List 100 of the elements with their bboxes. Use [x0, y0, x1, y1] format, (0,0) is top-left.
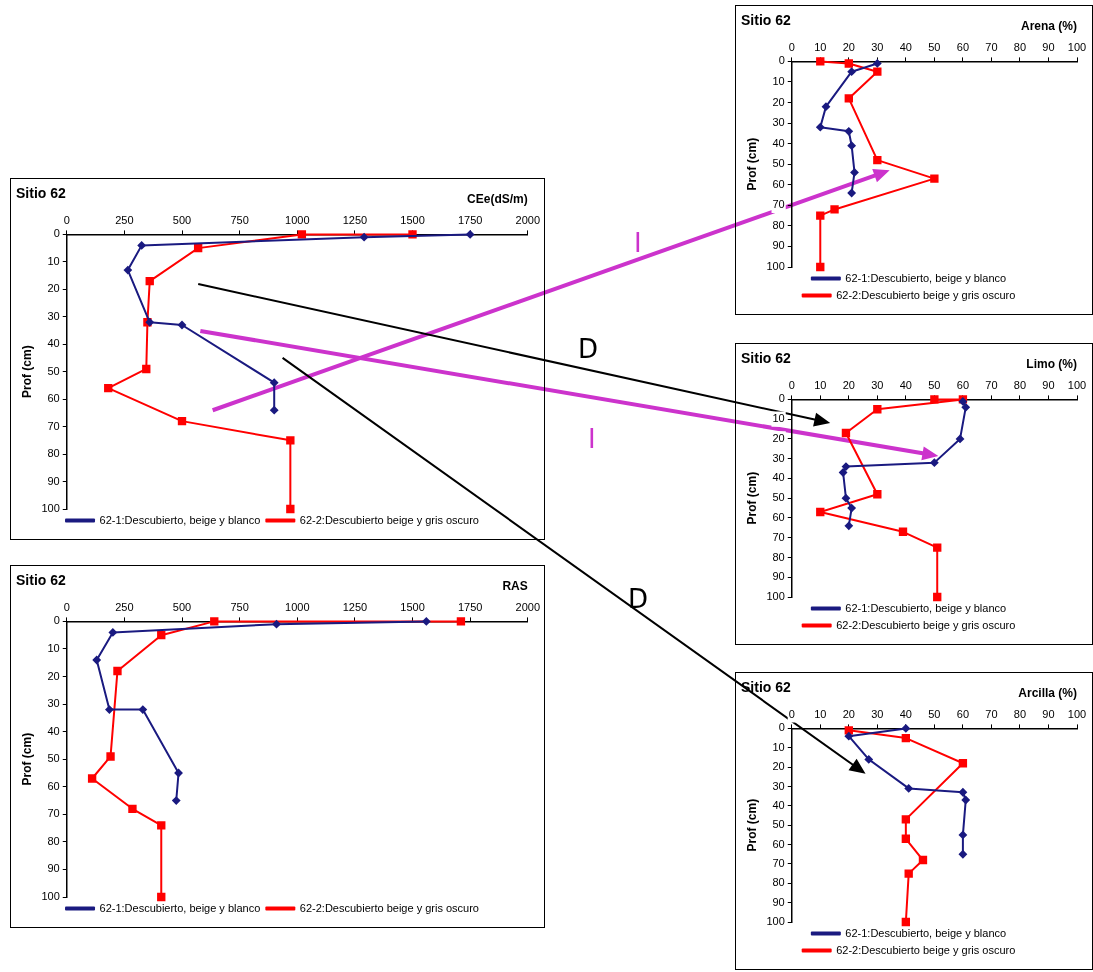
point — [104, 705, 113, 714]
y-tick-label: 50 — [47, 364, 60, 377]
y-tick-label: 0 — [778, 391, 785, 404]
point — [465, 229, 474, 238]
x-tick-label: 50 — [927, 40, 940, 53]
point — [847, 67, 856, 76]
point — [123, 265, 132, 274]
x-tick-label: 0 — [788, 707, 795, 720]
point — [138, 705, 147, 714]
chart-title: Sitio 62 — [740, 678, 791, 695]
point — [901, 834, 910, 843]
point — [285, 504, 295, 513]
point — [112, 666, 122, 675]
y-tick-label: 50 — [772, 156, 785, 169]
x-tick-label: 0 — [788, 40, 795, 53]
point — [847, 503, 856, 512]
point — [141, 364, 150, 373]
x-tick-label: 80 — [1013, 40, 1026, 53]
y-tick-label: 60 — [772, 510, 785, 523]
point — [838, 468, 847, 477]
point — [456, 616, 465, 626]
y-tick-label: 90 — [772, 238, 785, 251]
point — [872, 67, 882, 76]
y-tick-label: 20 — [47, 281, 60, 294]
y-tick-label: 60 — [772, 177, 785, 190]
point — [844, 126, 853, 135]
y-tick-label: 0 — [53, 613, 60, 626]
x-tick-label: 70 — [984, 40, 998, 53]
text: D — [578, 334, 599, 364]
y-tick-label: 10 — [47, 254, 60, 267]
point — [841, 428, 850, 437]
point — [929, 394, 939, 404]
y-tick-label: 30 — [772, 779, 785, 792]
legend-label: 62-1:Descubierto, beige y blanco — [99, 901, 260, 914]
legend-label: 62-1:Descubierto, beige y blanco — [844, 601, 1006, 614]
chart-title: Sitio 62 — [15, 184, 66, 201]
y-tick-label: 100 — [40, 889, 60, 902]
point — [901, 733, 910, 742]
x-tick-label: 10 — [813, 378, 826, 391]
x-tick-label: 500 — [172, 600, 191, 613]
y-tick-label: 100 — [765, 914, 785, 927]
y-tick-label: 80 — [47, 446, 60, 459]
x-tick-label: 1750 — [457, 213, 482, 226]
y-tick-label: 30 — [47, 696, 60, 709]
y-tick-label: 40 — [772, 470, 785, 483]
point — [145, 276, 154, 285]
x-tick-label: 90 — [1041, 378, 1055, 391]
y-tick-label: 10 — [772, 74, 785, 87]
y-tick-label: 40 — [772, 136, 785, 149]
legend-label: 62-2:Descubierto beige y gris oscuro — [299, 513, 479, 526]
x-tick-label: 50 — [927, 707, 940, 720]
x-tick-label: 40 — [899, 707, 912, 720]
point — [929, 173, 939, 183]
x-tick-label: 0 — [63, 600, 70, 613]
point — [156, 630, 165, 639]
x-tick-label: 0 — [788, 378, 795, 391]
point — [821, 102, 830, 111]
x-tick-label: 90 — [1041, 40, 1055, 53]
point — [815, 507, 824, 516]
point — [872, 155, 882, 164]
x-tick-label: 50 — [927, 378, 940, 391]
y-tick-label: 20 — [47, 669, 60, 682]
legend-label: 62-1:Descubierto, beige y blanco — [844, 271, 1006, 284]
y-tick-label: 20 — [772, 759, 785, 772]
x-tick-label: 80 — [1013, 378, 1026, 391]
y-tick-label: 60 — [47, 779, 60, 792]
x-tick-label: 100 — [1067, 378, 1086, 391]
legend-label: 62-2:Descubierto beige y gris oscuro — [299, 901, 479, 914]
x-tick-label: 1500 — [399, 600, 425, 613]
legend-label: 62-2:Descubierto beige y gris oscuro — [835, 288, 1015, 301]
y-tick-label: 90 — [47, 861, 60, 874]
legend-label: 62-2:Descubierto beige y gris oscuro — [835, 618, 1015, 631]
y-axis-title: Prof (cm) — [744, 471, 759, 525]
point — [844, 731, 853, 740]
x-tick-label: 10 — [813, 707, 826, 720]
x-tick-label: 30 — [870, 378, 883, 391]
point — [872, 404, 882, 413]
point — [815, 56, 824, 66]
point — [847, 141, 856, 150]
x-tick-label: 0 — [63, 213, 70, 226]
x-tick-label: 1250 — [342, 213, 367, 226]
y-tick-label: 60 — [772, 837, 785, 850]
x-axis-title: CEe(dS/m) — [466, 191, 528, 206]
point — [174, 768, 183, 777]
x-tick-label: 60 — [956, 40, 969, 53]
point — [297, 229, 306, 239]
point — [156, 892, 165, 901]
x-tick-label: 1000 — [284, 600, 309, 613]
y-tick-label: 40 — [47, 336, 60, 349]
point — [815, 210, 824, 220]
point — [904, 783, 913, 792]
y-tick-label: 60 — [47, 391, 60, 404]
x-axis-title: Limo (%) — [1025, 356, 1077, 371]
point — [901, 723, 910, 732]
x-tick-label: 40 — [899, 40, 912, 53]
y-tick-label: 70 — [47, 419, 60, 432]
point — [171, 796, 180, 805]
x-axis-title: RAS — [501, 578, 528, 593]
point — [961, 402, 970, 411]
chart-title: Sitio 62 — [15, 571, 66, 588]
